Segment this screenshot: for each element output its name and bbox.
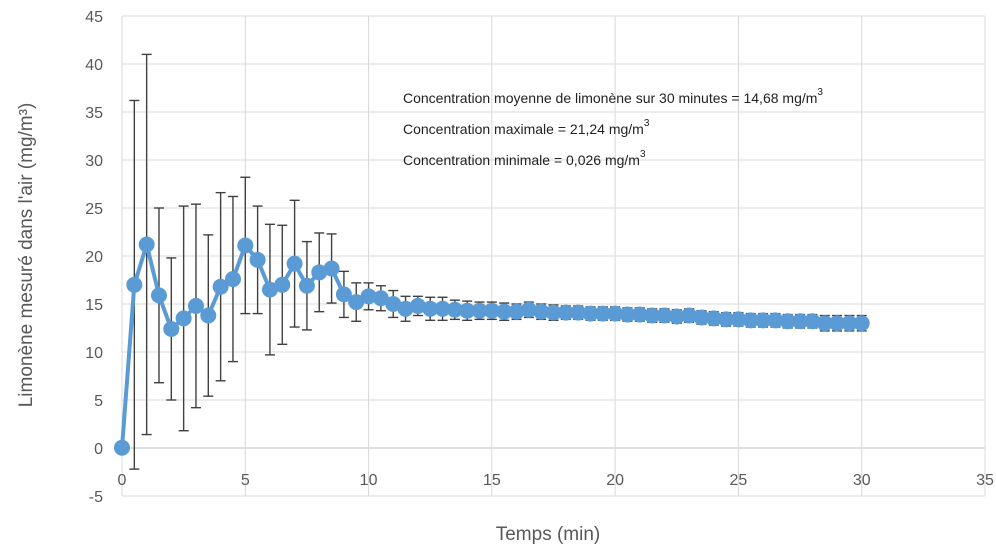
data-point: [335, 286, 352, 303]
data-point: [434, 300, 451, 317]
data-point: [619, 306, 636, 323]
data-point: [508, 303, 525, 320]
data-point: [829, 315, 846, 332]
x-tick-label: 35: [976, 472, 994, 489]
data-point: [742, 312, 759, 329]
y-tick-label: 10: [85, 345, 103, 362]
y-tick-label: 40: [85, 57, 103, 74]
data-point: [422, 300, 439, 317]
data-point: [459, 302, 476, 319]
data-point: [570, 304, 587, 321]
y-tick-label: 25: [85, 201, 103, 218]
annotation-text: Concentration maximale = 21,24 mg/m3: [403, 118, 650, 137]
data-point: [594, 305, 611, 322]
tick-labels: -5 0 5 10 15 20 25 30 35 40 45 0 5 10 15 20 25 30 35: [85, 9, 994, 506]
data-point: [804, 313, 821, 330]
data-point: [163, 320, 180, 337]
data-point: [150, 287, 167, 304]
data-point: [841, 315, 858, 332]
data-point: [323, 260, 340, 277]
data-point: [348, 294, 365, 311]
data-point: [397, 300, 414, 317]
data-point: [298, 277, 315, 294]
data-point: [175, 310, 192, 327]
data-point: [496, 303, 513, 320]
data-point: [644, 307, 661, 324]
y-tick-label: 15: [85, 297, 103, 314]
data-point: [705, 310, 722, 327]
data-point: [126, 276, 143, 293]
data-point: [200, 307, 217, 324]
y-tick-label: 45: [85, 9, 103, 26]
data-point: [483, 302, 500, 319]
data-point: [730, 311, 747, 328]
data-point: [372, 290, 389, 307]
y-axis-title: Limonène mesuré dans l'air (mg/m³): [16, 103, 37, 408]
annotation-text: Concentration minimale = 0,026 mg/m3: [403, 149, 646, 168]
data-point: [533, 303, 550, 320]
y-tick-label: 35: [85, 105, 103, 122]
x-tick-label: 15: [483, 472, 501, 489]
data-point: [274, 276, 291, 293]
annotations: Concentration moyenne de limonène sur 30…: [403, 87, 823, 168]
x-tick-label: 0: [118, 472, 127, 489]
data-point: [224, 271, 241, 288]
data-point: [249, 251, 266, 268]
data-point: [681, 307, 698, 324]
data-point: [779, 313, 796, 330]
x-tick-label: 5: [241, 472, 250, 489]
data-point: [607, 305, 624, 322]
data-point: [582, 305, 599, 322]
y-tick-label: 20: [85, 249, 103, 266]
data-point: [853, 315, 870, 332]
data-point: [138, 236, 155, 253]
data-point: [446, 301, 463, 318]
data-point: [767, 312, 784, 329]
y-tick-label: -5: [89, 489, 103, 506]
data-point: [114, 439, 130, 456]
x-tick-label: 20: [606, 472, 624, 489]
annotation-superscript: 3: [644, 118, 650, 129]
data-point: [631, 306, 648, 323]
x-tick-label: 30: [853, 472, 871, 489]
y-tick-label: 30: [85, 153, 103, 170]
data-point: [286, 255, 303, 272]
data-point: [409, 297, 426, 314]
data-point: [385, 296, 402, 312]
data-point: [755, 312, 772, 329]
data-point: [557, 304, 574, 321]
data-point: [187, 297, 204, 314]
data-point: [360, 288, 377, 305]
annotation-superscript: 3: [640, 149, 646, 160]
y-tick-label: 0: [94, 441, 103, 458]
x-tick-label: 25: [730, 472, 748, 489]
data-point: [212, 278, 229, 295]
data-point: [237, 237, 254, 254]
data-point: [471, 302, 488, 319]
data-point: [668, 308, 685, 325]
data-point: [718, 311, 735, 328]
x-axis-title: Temps (min): [496, 524, 601, 545]
data-point: [311, 264, 328, 281]
data-point: [545, 304, 562, 321]
data-point: [261, 281, 278, 298]
y-tick-label: 5: [94, 393, 103, 410]
x-tick-label: 10: [360, 472, 378, 489]
data-series: [114, 236, 870, 456]
data-point: [520, 301, 537, 318]
data-point: [693, 309, 710, 326]
data-point: [792, 313, 809, 330]
data-point: [816, 315, 833, 332]
data-point: [656, 307, 673, 324]
annotation-text: Concentration moyenne de limonène sur 30…: [403, 87, 823, 106]
annotation-superscript: 3: [817, 87, 823, 98]
